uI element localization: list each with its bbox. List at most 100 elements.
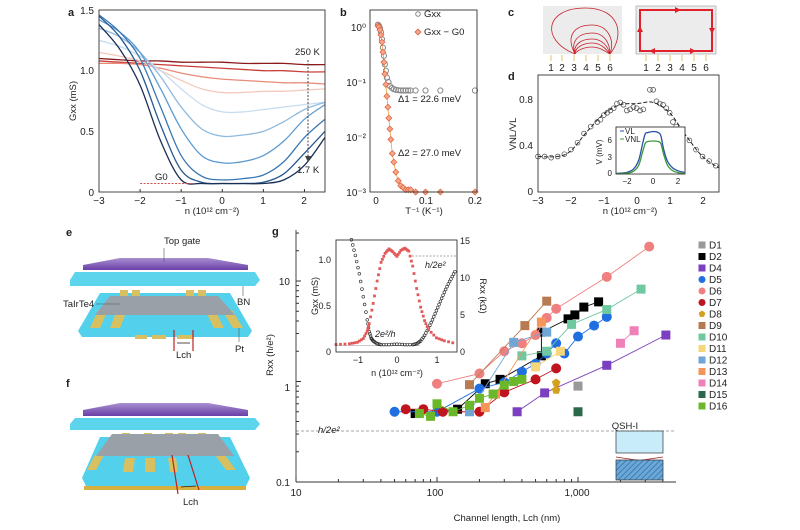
inset-point-gxx [429,320,433,325]
inset-point-rxx [355,340,359,344]
inset-point-rxx [451,341,455,345]
inset-point-rxx [411,264,415,268]
inset-point-rxx [435,336,438,340]
data-point [670,119,676,125]
x-axis-label: T⁻¹ (K⁻¹) [405,206,442,217]
panel-label: g [272,226,279,238]
axes-frame [369,9,478,193]
legend-marker-d5-icon [698,276,706,283]
legend-item: Gxx − G0 [424,27,464,38]
inset-point-rxx [425,325,429,329]
data-point-d10 [517,351,527,361]
axes-frame [537,74,720,193]
legend-marker-d8-icon [698,310,706,317]
data-point-gxx [405,87,412,94]
data-point-d2 [495,374,505,384]
inset-point-gxx [443,287,448,292]
data-point-d7 [499,387,510,398]
data-point [653,98,660,105]
inset-point-gxx [434,308,439,313]
data-point [614,100,620,107]
inset-point-gxx [436,305,440,310]
data-point-d4 [602,360,612,370]
y-tick: 0.8 [519,95,533,106]
inset-point-rxx [398,251,401,254]
ticks [295,232,664,483]
x-tick: 0.2 [468,196,482,207]
inset-point-rxx [377,273,380,277]
data-point-d8 [551,378,561,387]
data-point-d10 [636,284,646,294]
y-tick: 10⁻³ [346,188,366,199]
data-point-d4 [512,407,522,417]
legend-marker-d4-icon [698,264,706,272]
data-point-d2 [536,351,546,361]
inset-point-rxx [413,279,417,283]
x-tick: −2 [622,177,632,186]
data-point-d9 [464,380,474,390]
legend-item-d10: D10 [709,333,728,344]
inset-point-rxx [367,322,371,326]
inset-point-rxx [357,339,361,343]
data-point-d14 [629,326,639,336]
data-point-d13 [536,317,546,327]
data-point [561,151,568,157]
inset-point-rxx [383,251,387,255]
inset-point-rxx [378,267,382,270]
x-tick: 0 [373,196,379,207]
data-point-d16 [432,399,442,409]
data-point-d12 [464,407,474,417]
inset-point-gxx [356,265,360,270]
data-point [627,106,633,113]
data-point-d5 [589,320,600,331]
data-point-d5 [474,383,485,394]
legend-marker-d16-icon [698,402,706,410]
panel-label: a [68,7,75,19]
reference-label: h/2e² [318,425,340,436]
inset-point-rxx [432,333,436,337]
y-tick-right: 15 [460,236,470,246]
x-tick: 2 [676,177,681,186]
plot-area [535,87,720,169]
x-tick: 0.1 [419,196,433,207]
data-point-gxx-minus-g0 [377,31,385,39]
data-point [597,116,604,123]
data-point [637,107,643,114]
x-tick: −1 [598,196,610,207]
legend-item-d16: D16 [709,402,728,413]
fit-line [377,25,475,193]
y-axis-label: Rxx (h/e²) [265,334,276,376]
current-flow-diagram-edge [635,5,717,55]
inset-point-rxx [408,254,412,258]
panel-label: f [66,378,70,390]
inset-point-rxx [442,339,446,343]
y-tick: 1 [284,383,290,394]
inset-point-rxx [395,254,399,258]
legend-item-d6: D6 [709,287,722,298]
data-point [574,139,581,146]
data-point-gxx [437,87,444,94]
inset-point-rxx [423,319,426,323]
pt-label: Pt [235,344,244,355]
legend-marker-d2-icon [698,253,706,260]
data-point-d7 [437,406,448,417]
inset-point-rxx [447,340,450,344]
data-point-gxx-minus-g0 [387,136,395,144]
plot-area [98,14,326,185]
contact-label: 5 [595,63,601,74]
top-gate-layer [83,403,248,416]
data-point-d2 [594,297,604,307]
data-point-d2 [563,314,573,324]
contact-label: 1 [548,63,554,74]
data-point-d12 [542,327,552,337]
x-tick: −3 [93,196,105,207]
y-tick: 10⁰ [351,23,366,34]
inset-point-rxx [359,338,363,342]
inset-point-gxx [433,311,437,316]
legend-item: VNL [625,135,641,144]
inset-point-rxx [348,342,351,346]
data-point [633,105,640,111]
data-point-d8 [551,385,561,394]
data-point-gxx-minus-g0 [386,125,394,133]
